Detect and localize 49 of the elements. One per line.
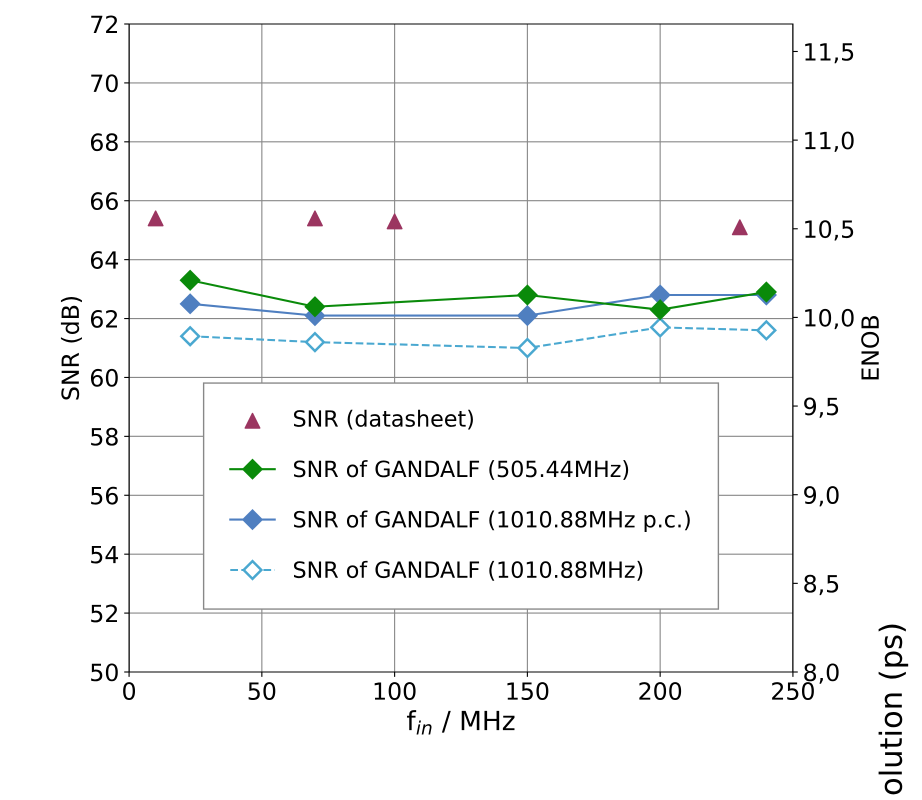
point — [650, 300, 670, 320]
y2-axis-title: ENOB — [861, 316, 880, 380]
point — [306, 210, 323, 226]
point — [756, 320, 776, 340]
y-tick-label: 64 — [90, 251, 118, 269]
y-tick-label: 60 — [90, 368, 118, 387]
point — [386, 213, 403, 230]
point — [180, 270, 200, 290]
point — [517, 338, 538, 358]
y2-tick-label: 9,5 — [804, 398, 838, 418]
y2-tick-label: 11,0 — [805, 132, 854, 152]
legend-label: SNR of GANDALF (505.44MHz) — [294, 460, 628, 480]
y2-tick-label: 9,0 — [804, 486, 839, 506]
x-tick-label: 200 — [639, 682, 682, 700]
point — [304, 296, 326, 317]
point — [517, 284, 538, 306]
y-axis-title: SNR (dB) — [60, 296, 82, 400]
y-tick-label: 52 — [91, 604, 117, 622]
x-tick-label: 50 — [248, 682, 276, 700]
y-tick-label: 58 — [91, 428, 118, 446]
y2-tick-label: 8,0 — [804, 663, 839, 684]
legend-label: SNR of GANDALF (1010.88MHz) — [294, 560, 642, 581]
y-tick-label: 66 — [90, 192, 118, 210]
y-tick-label: 54 — [91, 546, 118, 564]
point — [304, 332, 326, 352]
x-tick-label: 0 — [123, 682, 136, 700]
point — [148, 210, 164, 226]
y2-tick-label: 10,5 — [805, 220, 854, 240]
y-tick-label: 72 — [91, 15, 117, 33]
y-tick-label: 50 — [91, 663, 118, 682]
y-tick-label: 56 — [91, 486, 118, 505]
y-tick-label: 62 — [90, 310, 117, 328]
y2-tick-label: 8,5 — [804, 574, 838, 596]
legend-label: SNR of GANDALF (1010.88MHz p.c.) — [294, 510, 690, 532]
point — [650, 317, 670, 338]
text: olution (ps) — [878, 624, 908, 794]
y-tick-label: 70 — [91, 74, 118, 92]
y2-tick-label: 10,0 — [805, 308, 854, 330]
legend-label: SNR (datasheet) — [294, 410, 473, 430]
point — [517, 306, 538, 326]
point — [180, 294, 200, 314]
x-tick-label: 250 — [772, 682, 814, 700]
y-tick-label: 68 — [90, 133, 118, 152]
y2-tick-label: 11,5 — [805, 43, 854, 64]
x-tick-label: 100 — [374, 682, 416, 700]
x-axis-title: f$_{in}$ / MHz — [406, 710, 514, 735]
point — [180, 326, 200, 346]
point — [732, 219, 748, 236]
x-tick-label: 150 — [507, 682, 548, 700]
